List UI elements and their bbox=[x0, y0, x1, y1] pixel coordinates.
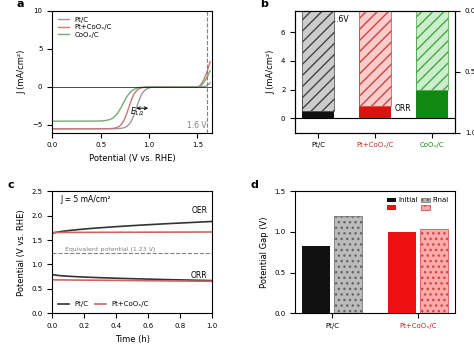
X-axis label: Time (h): Time (h) bbox=[115, 334, 150, 344]
Text: b: b bbox=[260, 0, 268, 10]
Text: J = 5 mA/cm²: J = 5 mA/cm² bbox=[60, 195, 110, 204]
Y-axis label: J (mA/cm²): J (mA/cm²) bbox=[266, 49, 275, 94]
Text: Equivalent potential (1.23 V): Equivalent potential (1.23 V) bbox=[65, 247, 155, 252]
Bar bbox=[388, 232, 416, 313]
Y-axis label: Potential (V vs. RHE): Potential (V vs. RHE) bbox=[17, 209, 26, 296]
Text: c: c bbox=[8, 180, 14, 190]
Text: d: d bbox=[250, 180, 258, 190]
Bar bbox=[420, 230, 448, 313]
Bar bbox=[334, 216, 362, 313]
Bar bbox=[417, 11, 448, 90]
Legend: Pt/C, Pt+CoOₓ/C: Pt/C, Pt+CoOₓ/C bbox=[55, 298, 151, 310]
X-axis label: Potential (V vs. RHE): Potential (V vs. RHE) bbox=[89, 154, 175, 163]
Text: ORR: ORR bbox=[394, 103, 411, 113]
Bar bbox=[302, 246, 330, 313]
Text: ORR: ORR bbox=[191, 271, 207, 279]
Legend: Pt/C, Pt+CoOₓ/C, CoOₓ/C: Pt/C, Pt+CoOₓ/C, CoOₓ/C bbox=[55, 14, 115, 40]
Legend: Initial, , Final, : Initial, , Final, bbox=[384, 195, 452, 214]
Bar bbox=[302, 11, 334, 111]
Text: $E_{1/2}$: $E_{1/2}$ bbox=[129, 106, 144, 118]
Text: OER: OER bbox=[191, 206, 207, 215]
Bar bbox=[302, 96, 334, 118]
Y-axis label: Potential Gap (V): Potential Gap (V) bbox=[260, 216, 269, 288]
Bar bbox=[417, 36, 448, 118]
Bar bbox=[359, 28, 391, 118]
Y-axis label: J (mA/cm²): J (mA/cm²) bbox=[18, 49, 27, 94]
Bar bbox=[359, 11, 391, 106]
Text: 1.6 V: 1.6 V bbox=[187, 121, 206, 130]
Text: a: a bbox=[17, 0, 25, 10]
Text: OER @ 1.6V: OER @ 1.6V bbox=[303, 14, 349, 23]
